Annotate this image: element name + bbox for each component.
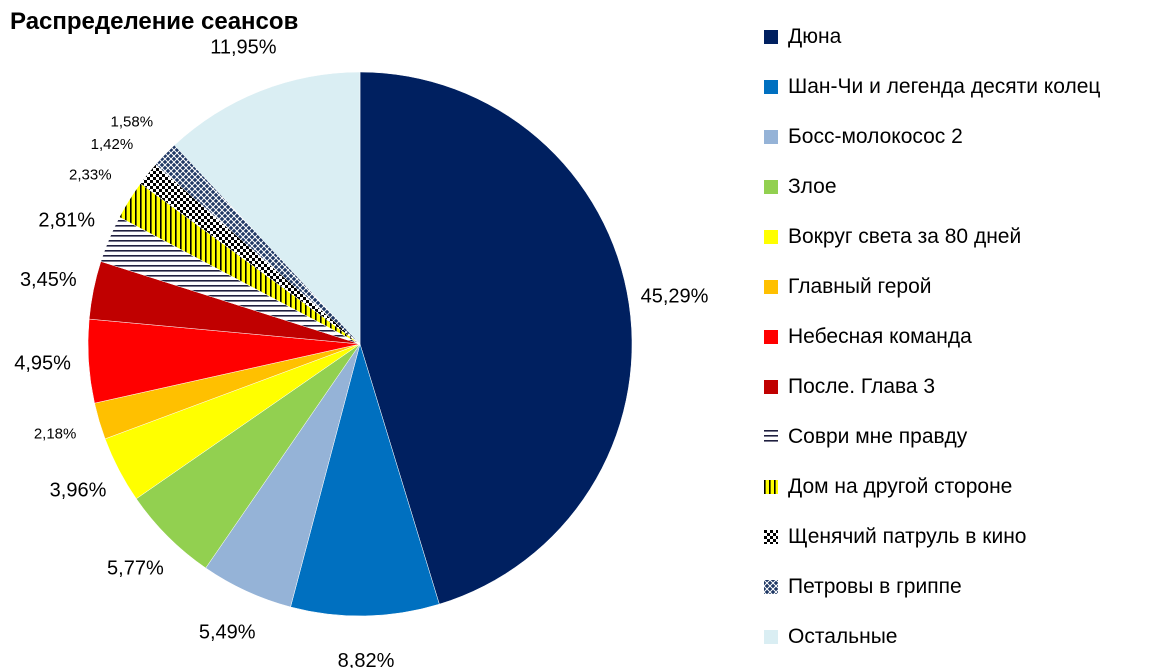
slice-1	[290, 343, 440, 617]
legend-label: После. Глава 3	[788, 375, 936, 398]
data-label-9: 2,33%	[69, 167, 112, 184]
data-label-1: 8,82%	[338, 650, 395, 668]
data-label-8: 2,81%	[38, 209, 95, 231]
legend-swatch	[764, 430, 778, 444]
slice-12	[174, 71, 361, 345]
chart-title: Распределение сеансов	[10, 8, 299, 35]
legend-item: Злое	[764, 162, 1100, 212]
legend-label: Щенячий патруль в кино	[788, 525, 1027, 548]
legend-swatch	[764, 580, 778, 594]
slice-0	[359, 71, 633, 605]
data-label-10: 1,42%	[91, 136, 134, 153]
legend-item: Дом на другой стороне	[764, 462, 1100, 512]
data-label-2: 5,49%	[199, 621, 256, 643]
legend-swatch	[764, 230, 778, 244]
legend-label: Соври мне правду	[788, 425, 968, 448]
legend-item: Дюна	[764, 12, 1100, 62]
legend-item: Шан-Чи и легенда десяти колец	[764, 62, 1100, 112]
data-label-3: 5,77%	[107, 557, 164, 579]
legend-item: Босс-молокосос 2	[764, 112, 1100, 162]
legend: Дюна Шан-Чи и легенда десяти колец Босс-мо…	[764, 12, 1100, 662]
legend-swatch	[764, 630, 778, 644]
legend-swatch	[764, 530, 778, 544]
legend-swatch	[764, 380, 778, 394]
data-label-5: 2,18%	[34, 425, 77, 442]
legend-label: Главный герой	[788, 275, 932, 298]
legend-swatch	[764, 180, 778, 194]
legend-item: Щенячий патруль в кино	[764, 512, 1100, 562]
legend-item: Остальные	[764, 612, 1100, 662]
legend-swatch	[764, 330, 778, 344]
legend-label: Дюна	[788, 25, 842, 48]
legend-item: Небесная команда	[764, 312, 1100, 362]
legend-item: Вокруг света за 80 дней	[764, 212, 1100, 262]
legend-item: Петровы в гриппе	[764, 562, 1100, 612]
legend-label: Шан-Чи и легенда десяти колец	[788, 75, 1101, 98]
data-label-0: 45,29%	[641, 285, 709, 307]
legend-label: Дом на другой стороне	[788, 475, 1013, 498]
data-label-7: 3,45%	[20, 269, 77, 291]
data-label-6: 4,95%	[14, 353, 71, 375]
data-label-12: 11,95%	[210, 36, 277, 58]
legend-label: Злое	[788, 175, 837, 198]
pie-chart: 45,29% 8,82% 5,49% 5,77% 3,96% 2,18% 4,95% 3,45…	[14, 36, 709, 668]
legend-label: Петровы в гриппе	[788, 575, 962, 598]
legend-swatch	[764, 130, 778, 144]
data-label-11: 1,58%	[111, 114, 154, 131]
legend-swatch	[764, 30, 778, 44]
legend-swatch	[764, 280, 778, 294]
legend-label: Вокруг света за 80 дней	[788, 225, 1022, 248]
legend-label: Небесная команда	[788, 325, 972, 348]
data-label-4: 3,96%	[50, 479, 107, 501]
legend-swatch	[764, 80, 778, 94]
legend-item: Главный герой	[764, 262, 1100, 312]
legend-item: Соври мне правду	[764, 412, 1100, 462]
legend-item: После. Глава 3	[764, 362, 1100, 412]
legend-label: Босс-молокосос 2	[788, 125, 963, 148]
legend-swatch	[764, 480, 778, 494]
legend-label: Остальные	[788, 625, 898, 648]
